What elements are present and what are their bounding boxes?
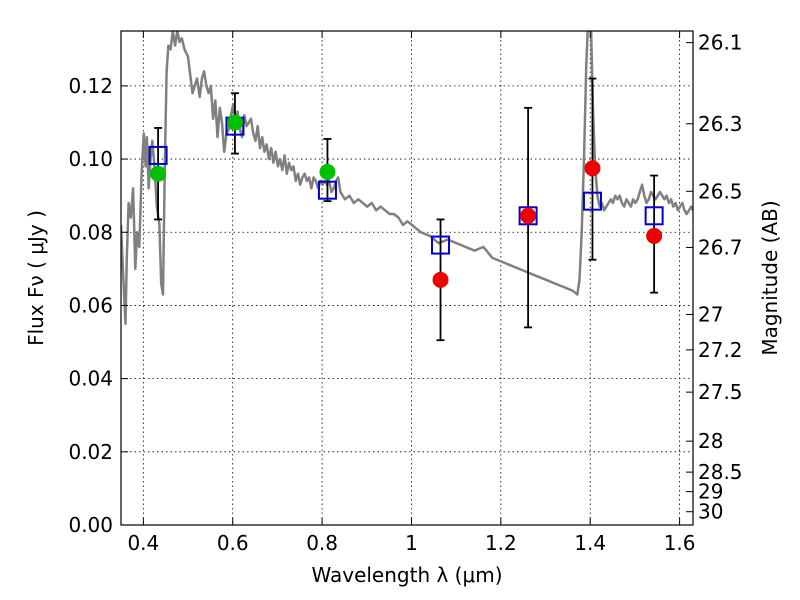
x-tick-label: 1.6 bbox=[664, 531, 696, 555]
plot-content bbox=[121, 31, 693, 342]
y2-tick-label: 27.2 bbox=[698, 338, 743, 362]
y-tick-label: 0.00 bbox=[68, 513, 113, 537]
x-tick-label: 1.2 bbox=[485, 531, 517, 555]
data-point-model bbox=[644, 206, 664, 226]
x-axis-label: Wavelength λ (μm) bbox=[311, 563, 502, 587]
y-tick-label: 0.06 bbox=[68, 293, 113, 317]
y2-tick-label: 27 bbox=[698, 302, 723, 326]
ticks: 0.4 0.6 0.8 1 1.2 1.4 1.6 0.00 0.02 0.04 0.06 0.08 0… bbox=[68, 31, 742, 555]
data-point-undetected bbox=[584, 160, 601, 177]
y-tick-label: 0.08 bbox=[68, 220, 113, 244]
data-point-detected bbox=[226, 114, 243, 131]
data-point-model bbox=[431, 235, 451, 255]
data-point-model bbox=[518, 206, 538, 226]
y2-tick-label: 26.1 bbox=[698, 31, 743, 55]
data-point-detected bbox=[150, 165, 167, 182]
y2-tick-label: 26.3 bbox=[698, 112, 743, 136]
x-tick-label: 1.4 bbox=[574, 531, 606, 555]
y-tick-label: 0.02 bbox=[68, 440, 113, 464]
y2-tick-label: 26.7 bbox=[698, 235, 743, 259]
y-tick-label: 0.12 bbox=[68, 74, 113, 98]
x-tick-label: 1 bbox=[405, 531, 418, 555]
data-point-undetected bbox=[432, 271, 449, 288]
y2-tick-label: 29 bbox=[698, 480, 723, 504]
y-axis-label: Flux Fν ( μJy ) bbox=[24, 210, 48, 346]
y2-tick-label: 27.5 bbox=[698, 380, 743, 404]
x-tick-label: 0.6 bbox=[217, 531, 249, 555]
y2-axis-label: Magnitude (AB) bbox=[758, 200, 782, 355]
x-tick-label: 0.8 bbox=[306, 531, 338, 555]
data-point-model bbox=[317, 180, 337, 200]
y2-tick-label: 30 bbox=[698, 500, 723, 524]
data-point-undetected bbox=[520, 207, 537, 224]
data-point-detected bbox=[319, 163, 336, 180]
plot-frame bbox=[120, 30, 694, 526]
data-point-model bbox=[148, 145, 168, 165]
data-point-model bbox=[582, 191, 602, 211]
y-tick-label: 0.04 bbox=[68, 367, 113, 391]
y-tick-label: 0.10 bbox=[68, 147, 113, 171]
y2-tick-label: 28 bbox=[698, 429, 723, 453]
data-point-undetected bbox=[646, 227, 663, 244]
y2-tick-label: 28.5 bbox=[698, 460, 743, 484]
x-tick-label: 0.4 bbox=[127, 531, 159, 555]
y2-tick-label: 26.5 bbox=[698, 179, 743, 203]
